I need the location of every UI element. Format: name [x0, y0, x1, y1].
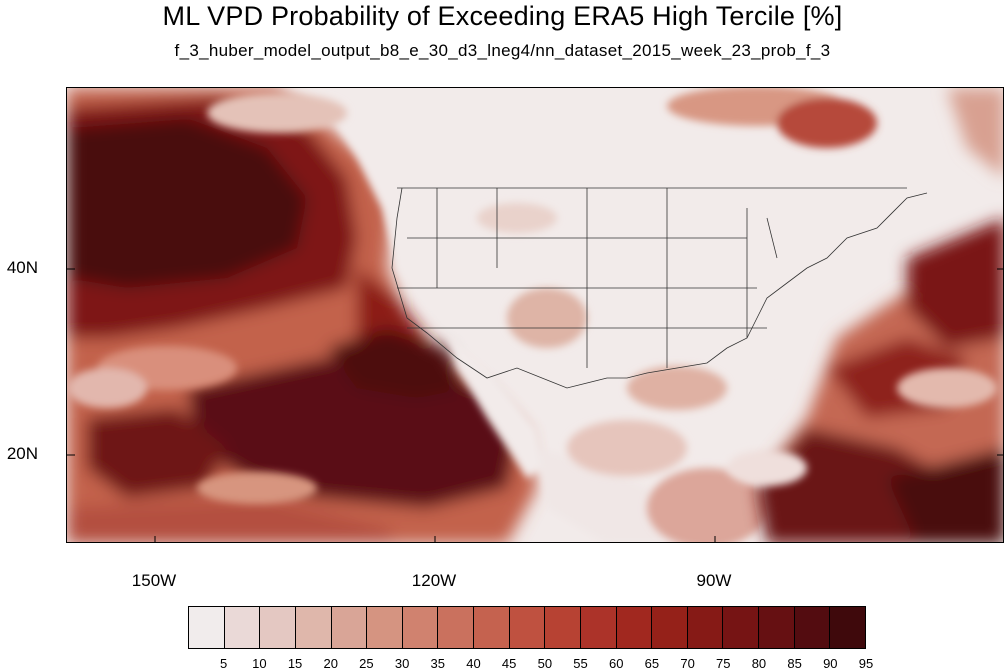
map-plot-area: [66, 87, 1004, 543]
colorbar-swatch: [367, 607, 403, 648]
colorbar-tick-label: 65: [644, 656, 660, 671]
lon-label-150w: 150W: [131, 571, 177, 590]
colorbar-tick-label: 5: [220, 656, 228, 671]
lat-label-20n: 20N: [6, 444, 38, 463]
colorbar-tick-label: 80: [751, 656, 767, 671]
map-subtitle: f_3_huber_model_output_b8_e_30_d3_lneg4/…: [174, 41, 831, 60]
colorbar-tick-label: 35: [430, 656, 446, 671]
lon-label-120w: 120W: [411, 571, 457, 590]
colorbar-swatch: [224, 607, 261, 648]
colorbar-tick-label: 60: [608, 656, 624, 671]
colorbar-tick-label: 70: [680, 656, 695, 671]
pacific-field: [67, 88, 537, 542]
lat-label-40n: 40N: [6, 258, 38, 277]
colorbar: [188, 606, 866, 649]
colorbar-tick-label: 55: [573, 656, 588, 671]
colorbar-tick-label: 85: [787, 656, 802, 671]
colorbar-tick-label: 50: [537, 656, 553, 671]
colorbar-swatch: [331, 607, 368, 648]
colorbar-tick-label: 75: [716, 656, 731, 671]
colorbar-swatch: [260, 607, 296, 648]
colorbar-tick-label: 25: [359, 656, 374, 671]
map-ticks: [67, 268, 1003, 542]
colorbar-swatch: [759, 607, 795, 648]
colorbar-swatch: [402, 607, 439, 648]
colorbar-tick-label: 20: [323, 656, 338, 671]
colorbar-swatch: [189, 607, 225, 648]
colorbar-swatch: [545, 607, 581, 648]
political-boundaries: [391, 187, 928, 389]
colorbar-tick-label: 40: [466, 656, 481, 671]
colorbar-tick-label: 95: [858, 656, 874, 671]
colorbar-swatch: [580, 607, 617, 648]
colorbar-swatch: [687, 607, 724, 648]
colorbar-swatch: [652, 607, 688, 648]
colorbar-tick-label: 45: [501, 656, 517, 671]
colorbar-tick-label: 10: [252, 656, 267, 671]
colorbar-tick-label: 30: [394, 656, 410, 671]
colorbar-swatch: [616, 607, 653, 648]
land-medium-patches: [207, 88, 877, 542]
colorbar-swatch: [723, 607, 759, 648]
colorbar-swatch: [794, 607, 831, 648]
atlantic-field: [757, 88, 1003, 542]
pacific-lighter-patches: [67, 346, 317, 504]
lon-label-90w: 90W: [696, 571, 732, 590]
colorbar-tick-label: 15: [287, 656, 303, 671]
colorbar-swatch: [295, 607, 332, 648]
colorbar-swatch: [509, 607, 546, 648]
probability-map: [67, 88, 1003, 542]
map-title: ML VPD Probability of Exceeding ERA5 Hig…: [162, 1, 843, 31]
colorbar-tick-label: 90: [823, 656, 838, 671]
atlantic-light-patches: [727, 368, 997, 486]
colorbar-swatch: [830, 607, 865, 648]
colorbar-swatch: [438, 607, 474, 648]
colorbar-swatch: [474, 607, 510, 648]
